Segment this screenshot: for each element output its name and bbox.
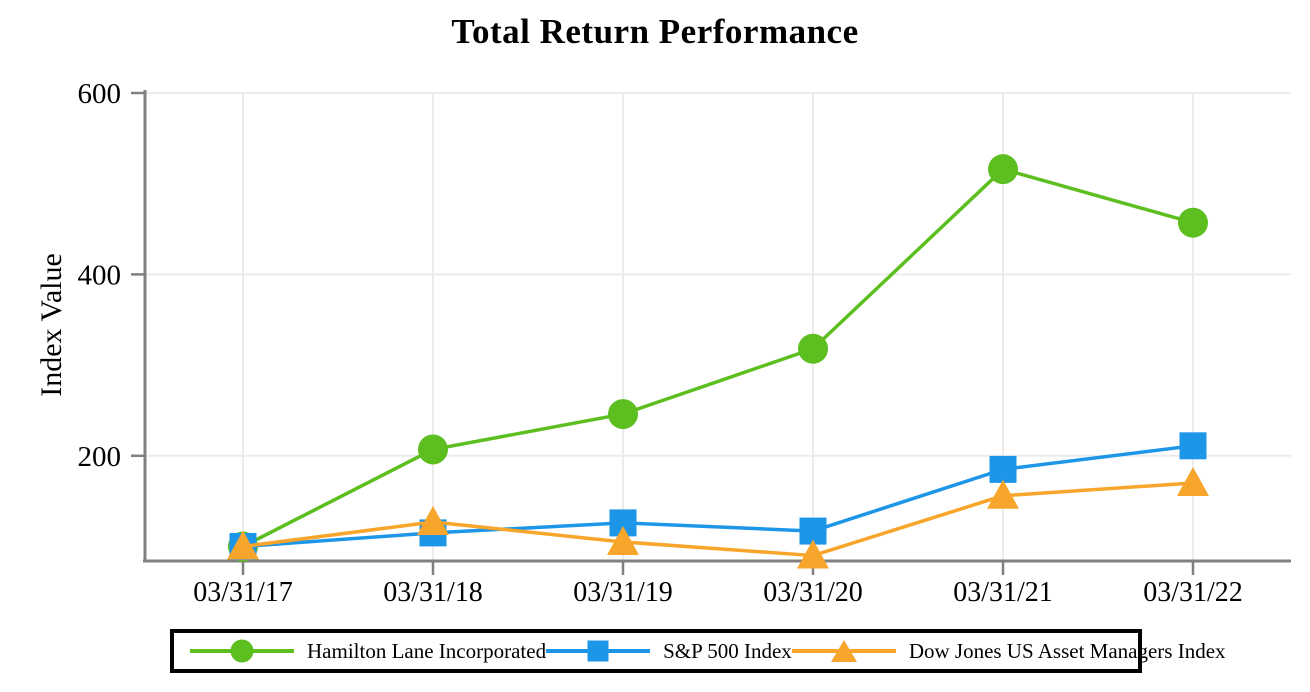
marker-circle-hamilton_lane-5	[1178, 207, 1208, 238]
marker-circle-hamilton_lane-4	[988, 154, 1018, 185]
x-tick-label-1: 03/31/18	[383, 577, 483, 608]
y-tick-label-600: 600	[78, 78, 122, 110]
y-tick-label-400: 400	[78, 259, 122, 291]
gridlines	[145, 92, 1291, 561]
legend-item-hamilton_lane: Hamilton Lane Incorporated	[190, 639, 546, 664]
x-tick-label-0: 03/31/17	[193, 577, 293, 608]
legend-label-sp500: S&P 500 Index	[663, 638, 792, 663]
series-dow_jones	[227, 467, 1209, 569]
legend-swatch-dow_jones	[791, 639, 896, 663]
marker-circle-hamilton_lane-3	[798, 333, 828, 364]
legend-item-sp500: S&P 500 Index	[546, 639, 792, 664]
legend-marker-square-icon	[587, 640, 609, 662]
legend-marker-triangle-icon	[830, 640, 857, 662]
legend-swatch-sp500	[546, 639, 651, 663]
legend-label-hamilton_lane: Hamilton Lane Incorporated	[307, 638, 547, 663]
x-tick-label-5: 03/31/22	[1143, 577, 1243, 608]
legend-marker-circle-icon	[230, 639, 254, 663]
marker-triangle-dow_jones-2	[607, 525, 639, 555]
series-line-dow_jones	[241, 481, 1195, 558]
axes: 200 400 600 03/31/17 03/31/18 03/31/19 03/31/2…	[78, 78, 1291, 608]
marker-triangle-dow_jones-0	[227, 530, 259, 560]
marker-circle-hamilton_lane-2	[608, 399, 638, 430]
series-line-hamilton_lane	[241, 167, 1195, 549]
marker-square-sp500-5	[1179, 432, 1207, 460]
series-hamilton_lane	[228, 154, 1208, 562]
legend-item-dow_jones: Dow Jones US Asset Managers Index	[791, 638, 1226, 664]
x-tick-label-3: 03/31/20	[763, 577, 863, 608]
series-line-sp500	[241, 444, 1195, 549]
marker-circle-hamilton_lane-1	[418, 434, 448, 465]
legend-label-dow_jones: Dow Jones US Asset Managers Index	[908, 638, 1226, 663]
series-sp500	[229, 432, 1207, 560]
x-tick-label-2: 03/31/19	[573, 577, 673, 608]
marker-triangle-dow_jones-4	[987, 479, 1019, 509]
y-tick-label-200: 200	[78, 441, 122, 473]
marker-triangle-dow_jones-1	[417, 506, 449, 535]
legend-box: Hamilton Lane Incorporated S&P 500 Index D…	[170, 629, 1226, 673]
x-tick-label-4: 03/31/21	[953, 577, 1053, 608]
marker-square-sp500-4	[989, 455, 1017, 483]
marker-triangle-dow_jones-3	[797, 539, 829, 569]
legend-swatch-hamilton_lane	[190, 639, 294, 663]
chart-title: Total Return Performance	[451, 12, 859, 51]
marker-triangle-dow_jones-5	[1177, 467, 1209, 496]
